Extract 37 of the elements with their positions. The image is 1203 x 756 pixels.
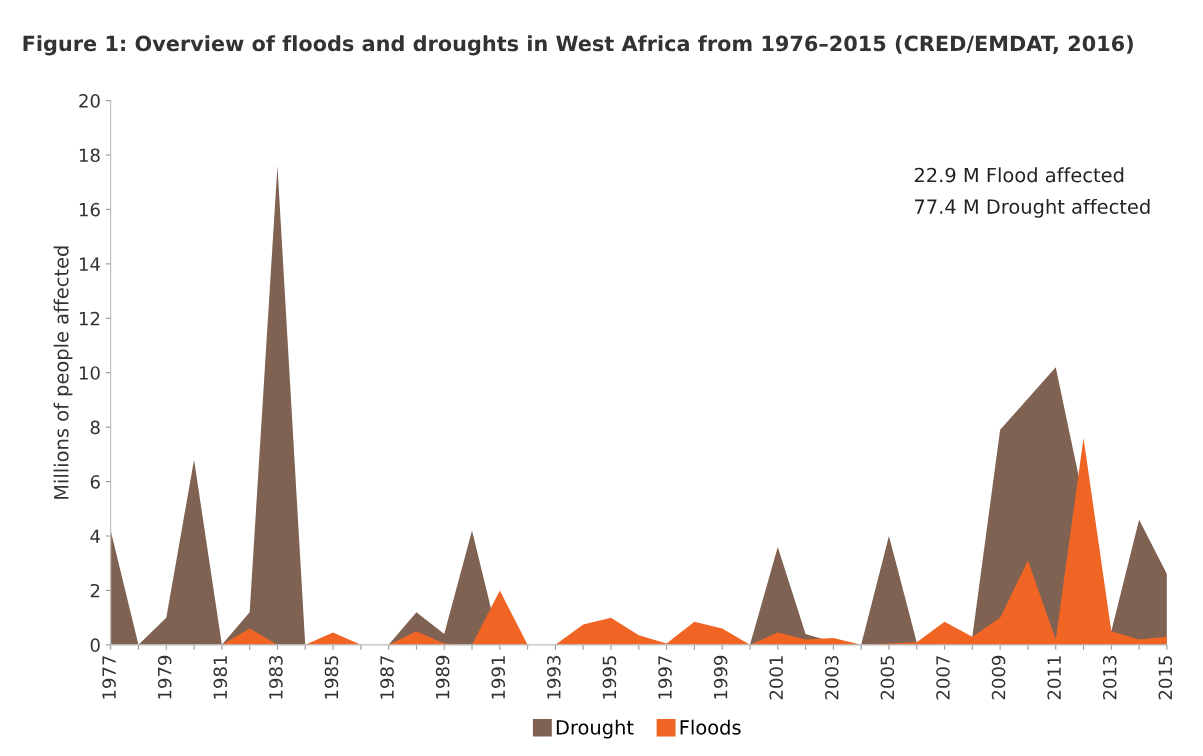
y-tick-label: 0 (90, 638, 100, 652)
x-tick-label: 1991 (491, 656, 506, 699)
chart-title: Figure 1: Overview of floods and droughts in West Africa from 1976–2015 (CRED/EMDAT, 2016) (23, 35, 1133, 56)
x-tick-label: 2005 (880, 656, 895, 700)
x-tick-label: 1977 (102, 656, 116, 699)
x-tick-label: 1993 (546, 656, 561, 699)
annotation: 77.4 M Drought affected (915, 198, 1150, 218)
x-tick-label: 2001 (769, 656, 784, 700)
x-tick-label: 2013 (1102, 656, 1117, 700)
x-tick-label: 1997 (658, 656, 672, 699)
legend-label: Drought (556, 719, 634, 739)
y-tick-label: 10 (79, 366, 100, 380)
y-tick-label: 2 (90, 583, 100, 598)
x-tick-label: 2009 (991, 655, 1006, 700)
y-tick-label: 4 (90, 529, 100, 543)
x-tick-label: 2003 (824, 656, 839, 700)
y-tick-label: 16 (79, 202, 100, 217)
legend-label: Floods (680, 719, 741, 735)
annotation: 22.9 M Flood affected (914, 167, 1124, 183)
x-tick-label: 1985 (324, 656, 339, 699)
x-tick-label: 1987 (380, 656, 394, 699)
y-tick-label: 12 (79, 311, 100, 326)
y-tick-label: 6 (90, 475, 100, 489)
x-tick-label: 2015 (1158, 656, 1173, 700)
x-tick-label: 2011 (1047, 656, 1061, 700)
x-tick-label: 1989 (435, 655, 450, 699)
x-tick-label: 1999 (713, 655, 728, 699)
x-tick-label: 1983 (269, 656, 283, 699)
y-tick-label: 18 (79, 148, 100, 163)
x-tick-label: 2007 (936, 656, 950, 700)
y-tick-label: 8 (90, 420, 100, 435)
y-axis-title: Millions of people affected (53, 246, 73, 499)
y-tick-label: 20 (79, 94, 100, 108)
x-tick-label: 1981 (213, 656, 228, 699)
x-tick-label: 1995 (602, 656, 617, 699)
y-tick-label: 14 (79, 257, 100, 271)
x-tick-label: 1979 (157, 655, 172, 699)
